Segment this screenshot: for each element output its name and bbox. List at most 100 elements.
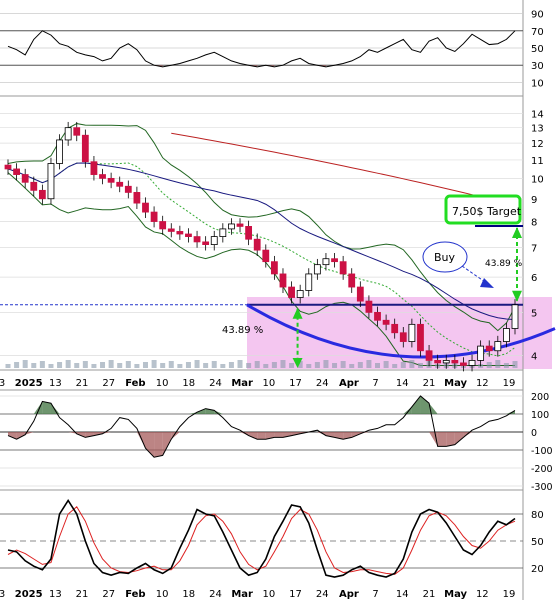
- volume-bar: [512, 361, 518, 368]
- volume-bar: [160, 363, 166, 368]
- histogram-negative-fill: [437, 432, 447, 447]
- histogram-tick-label: -300: [531, 482, 553, 493]
- stochastic-tick-label: 80: [531, 510, 544, 521]
- candle-body: [442, 360, 450, 364]
- x-tick-label: 27: [102, 378, 115, 389]
- candle-body: [253, 238, 261, 251]
- candle-body: [210, 236, 218, 245]
- histogram-negative-fill: [136, 432, 146, 449]
- candle-body: [391, 323, 399, 334]
- x-tick-label: 21: [76, 378, 89, 389]
- x-tick-label: Apr: [339, 589, 359, 600]
- price-tick-label: 9: [531, 195, 537, 206]
- candle-body: [417, 323, 424, 352]
- x-tick-label: Mar: [231, 378, 253, 389]
- candle-body: [159, 221, 167, 230]
- histogram-negative-fill: [274, 432, 283, 438]
- volume-bar: [417, 363, 423, 368]
- price-panel: [0, 121, 556, 372]
- axis-labels: 9070503010141312111098765433202520251313…: [0, 10, 553, 600]
- candle-body: [503, 328, 510, 342]
- price-tick-label: 10: [531, 174, 544, 185]
- candle-body: [322, 258, 330, 266]
- x-tick-label: 13: [49, 589, 62, 600]
- x-tick-label: Mar: [231, 589, 253, 600]
- volume-bar: [375, 363, 381, 368]
- candle-body: [124, 185, 132, 193]
- buy-arrow-head: [480, 278, 494, 288]
- stochastic-tick-label: 20: [531, 564, 544, 575]
- candle-body: [30, 181, 38, 191]
- volume-bar: [503, 363, 509, 368]
- candle-body: [313, 264, 321, 275]
- x-tick-label: 13: [49, 378, 62, 389]
- volume-bar: [332, 363, 338, 368]
- histogram-negative-fill: [317, 432, 326, 436]
- rsi-tick-label: 50: [531, 44, 544, 55]
- volume-bar: [100, 362, 106, 368]
- volume-bar: [168, 361, 174, 368]
- volume-bar: [340, 361, 346, 368]
- candle-body: [56, 139, 63, 164]
- x-tick-label: 7: [372, 589, 378, 600]
- candle-body: [425, 350, 433, 361]
- rsi-line: [7, 30, 516, 68]
- candle-body: [185, 233, 192, 237]
- x-tick-label: 2025: [15, 378, 43, 389]
- x-tick-label: 19: [503, 589, 516, 600]
- rsi-tick-label: 90: [531, 10, 544, 21]
- histogram-negative-fill: [16, 432, 26, 440]
- x-tick-label: Apr: [339, 378, 359, 389]
- volume-bar: [357, 362, 363, 368]
- candle-body: [279, 273, 287, 288]
- candle-body: [21, 174, 29, 183]
- volume-bar: [400, 362, 406, 368]
- candle-body: [236, 223, 244, 227]
- histogram-negative-fill: [145, 432, 155, 458]
- x-tick-label: 21: [76, 589, 89, 600]
- volume-bar: [280, 360, 286, 368]
- histogram-tick-label: -100: [531, 446, 553, 457]
- histogram-tick-label: 200: [531, 392, 549, 403]
- stochastic-panel: [0, 499, 523, 578]
- candle-body: [90, 161, 98, 175]
- gain-arrow-left-head: [292, 307, 303, 319]
- candle-body: [202, 241, 210, 245]
- rsi-tick-label: 30: [531, 61, 544, 72]
- candle-body: [4, 164, 12, 170]
- x-tick-label: 14: [396, 378, 409, 389]
- x-tick-label: 12: [476, 589, 489, 600]
- volume-bar: [297, 361, 303, 368]
- histogram-tick-label: 100: [531, 410, 549, 421]
- x-tick-label: 21: [423, 589, 436, 600]
- volume-bar: [65, 360, 71, 368]
- x-tick-label: 17: [289, 378, 302, 389]
- price-tick-label: 7: [531, 243, 537, 254]
- histogram-positive-fill: [420, 396, 430, 414]
- candle-body: [382, 319, 390, 325]
- stochastic-main-line: [7, 499, 516, 578]
- histogram-tick-label: -200: [531, 464, 553, 475]
- x-tick-label: 17: [289, 589, 302, 600]
- volume-bar: [142, 362, 148, 368]
- candle-body: [133, 192, 141, 204]
- candle-body: [408, 323, 416, 342]
- candle-body: [365, 300, 373, 313]
- volume-bar: [254, 361, 260, 368]
- price-tick-label: 6: [531, 273, 537, 284]
- volume-bar: [82, 361, 88, 368]
- price-tick-label: 8: [531, 218, 537, 229]
- price-tick-label: 14: [531, 109, 544, 120]
- x-tick-label: 19: [503, 378, 516, 389]
- candle-body: [288, 286, 295, 298]
- candle-body: [511, 304, 519, 329]
- volume-bar: [263, 364, 269, 368]
- x-tick-label: 18: [182, 378, 195, 389]
- candle-body: [116, 181, 124, 187]
- histogram-positive-fill: [411, 396, 421, 414]
- volume-bar: [177, 364, 183, 368]
- x-tick-label: 24: [209, 589, 222, 600]
- target-label: 7,50$ Target: [452, 205, 522, 218]
- candle-body: [176, 231, 184, 235]
